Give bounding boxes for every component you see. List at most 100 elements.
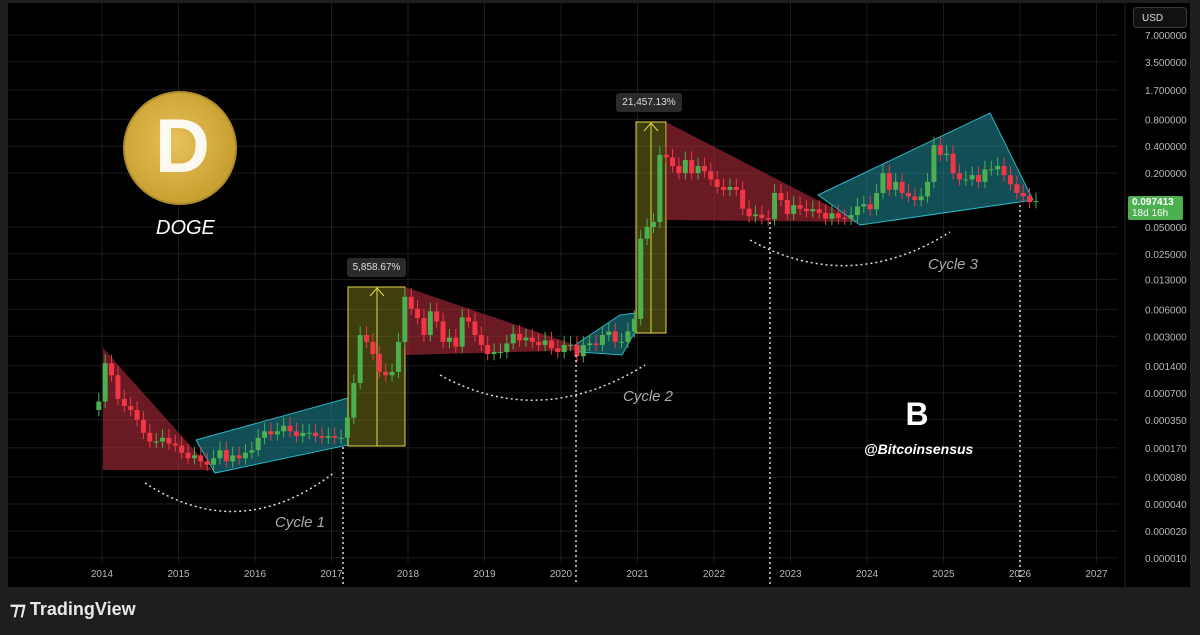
candle [759, 205, 765, 225]
candle-body [332, 436, 338, 438]
candle-body [791, 205, 797, 214]
candle-body [778, 192, 784, 201]
candle [816, 200, 822, 220]
candle-body [701, 166, 707, 172]
candle-body [255, 437, 261, 451]
candle [504, 334, 510, 359]
candle-body [918, 196, 924, 201]
candle-body [976, 175, 982, 182]
candle [969, 166, 975, 186]
candle-body [147, 432, 153, 442]
candle-body [1020, 192, 1026, 197]
candle-body [427, 311, 433, 336]
y-tick-label: 0.025000 [1145, 250, 1187, 261]
candle-body [568, 344, 574, 346]
candle-body [861, 204, 867, 207]
measure-label-2: 21,457.13% [616, 93, 682, 112]
candle [134, 401, 140, 427]
candle-body [899, 181, 905, 193]
candle-body [733, 186, 739, 190]
candle [995, 157, 1001, 176]
candle [791, 196, 797, 221]
candle-body [542, 340, 548, 345]
candle-body [937, 145, 943, 155]
candle [166, 429, 172, 450]
candle [835, 204, 841, 225]
cycle-label-3: Cycle 3 [928, 256, 979, 273]
candle [695, 157, 701, 180]
candle [140, 411, 146, 440]
candle-body [625, 331, 631, 342]
candle [293, 422, 299, 443]
candle-body [555, 348, 561, 353]
candle-body [395, 341, 401, 372]
candle [752, 205, 758, 223]
candle [1027, 187, 1033, 209]
candle-body [880, 173, 886, 193]
y-tick-label: 0.000020 [1145, 527, 1187, 538]
candle-body [663, 154, 669, 158]
candle-body [670, 157, 676, 167]
candle-body [708, 171, 714, 180]
candle [988, 160, 994, 176]
candle [179, 436, 185, 460]
candle [306, 424, 312, 440]
drawing-zones [103, 112, 1034, 474]
candle-body [931, 145, 937, 182]
candle-body [612, 331, 618, 342]
candle-body [638, 238, 644, 319]
candle-body [905, 192, 911, 197]
candle-body [453, 337, 459, 347]
candle-body [421, 318, 427, 336]
candle-body [1001, 166, 1007, 176]
candle-body [230, 455, 236, 462]
candle-body [128, 405, 134, 411]
x-tick-label: 2023 [779, 569, 802, 580]
candle [778, 184, 784, 207]
candle [446, 328, 452, 349]
candle-body [478, 335, 484, 345]
candle [842, 209, 848, 225]
candle [937, 136, 943, 162]
candle [714, 170, 720, 194]
candle [956, 164, 962, 186]
candle [599, 326, 605, 352]
candle [459, 308, 465, 353]
candle [389, 363, 395, 382]
x-tick-label: 2022 [703, 569, 726, 580]
candle-body [376, 354, 382, 372]
candle [249, 441, 255, 460]
candle-body [842, 218, 848, 220]
candle [580, 336, 586, 363]
candle [121, 390, 127, 413]
candle [657, 146, 663, 229]
y-tick-label: 0.800000 [1145, 115, 1187, 126]
candle-body [510, 333, 516, 344]
candle-body [580, 344, 586, 357]
candle-body [759, 214, 765, 219]
candle-body [383, 371, 389, 376]
axes: 7.000000 3.500000 1.700000 0.800000 0.400000… [91, 3, 1187, 587]
candle [606, 322, 612, 342]
candle-body [1027, 196, 1033, 203]
candle [848, 206, 854, 225]
candle [650, 213, 656, 234]
tradingview-logo[interactable]: ⁊⁊ TradingView [10, 599, 136, 620]
candle-body [287, 425, 293, 432]
candle-body [300, 432, 306, 437]
cycle-label-1: Cycle 1 [275, 514, 326, 531]
candle-body [650, 221, 656, 227]
candle-body [440, 321, 446, 342]
chart-panel[interactable]: 7.000000 3.500000 1.700000 0.800000 0.400000… [8, 3, 1190, 587]
x-tick-label: 2016 [244, 569, 267, 580]
currency-button[interactable]: USD [1133, 7, 1187, 28]
candle-body [810, 209, 816, 212]
y-tick-label: 0.000080 [1145, 473, 1187, 484]
x-tick-label: 2019 [473, 569, 496, 580]
candle-body [746, 208, 752, 217]
candle-body [829, 213, 835, 219]
candle [402, 288, 408, 349]
candle [287, 417, 293, 438]
candle-body [1033, 201, 1039, 203]
candle-body [446, 337, 452, 342]
